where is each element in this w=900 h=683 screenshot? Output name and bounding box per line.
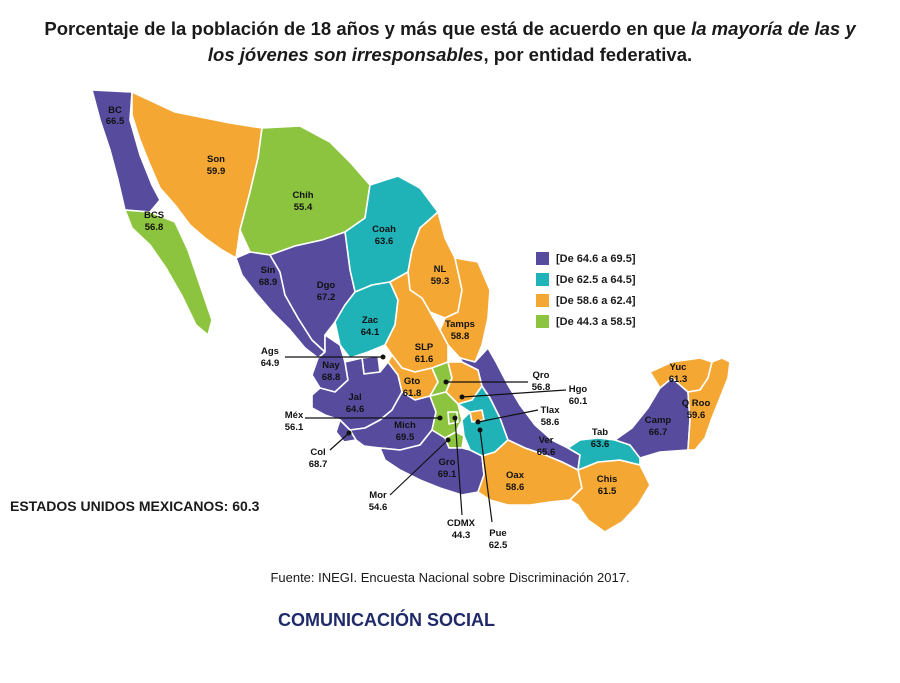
label-zac-abbr: Zac <box>362 315 378 326</box>
state-bcs <box>124 209 213 336</box>
label-mor-abbr: Mor <box>369 490 387 501</box>
legend-item: [De 44.3 a 58.5] <box>536 311 636 332</box>
map-title: Porcentaje de la población de 18 años y … <box>44 18 856 65</box>
label-mich-value: 69.5 <box>396 432 415 443</box>
label-hgo-abbr: Hgo <box>569 384 588 395</box>
label-mex-abbr: Méx <box>285 410 304 421</box>
legend-label: [De 64.6 a 69.5] <box>556 252 636 265</box>
label-camp-value: 66.7 <box>649 427 668 438</box>
label-oax-value: 58.6 <box>506 482 525 493</box>
label-tlax-value: 58.6 <box>541 417 560 428</box>
label-qro-abbr: Qro <box>533 370 550 381</box>
label-ags-value: 64.9 <box>261 358 280 369</box>
legend-item: [De 58.6 a 62.4] <box>536 290 636 311</box>
legend-label: [De 62.5 a 64.5] <box>556 273 636 286</box>
label-col-value: 68.7 <box>309 459 328 470</box>
state-tab <box>567 437 641 471</box>
label-qroo-value: 59.6 <box>687 410 706 421</box>
label-hgo-value: 60.1 <box>569 396 588 407</box>
label-slp-abbr: SLP <box>415 342 434 353</box>
label-oax-abbr: Oax <box>506 470 525 481</box>
label-gto-abbr: Gto <box>404 376 421 387</box>
label-dgo-abbr: Dgo <box>317 280 336 291</box>
label-nl-abbr: NL <box>434 264 447 275</box>
label-mor-value: 54.6 <box>369 502 388 513</box>
state-col <box>335 419 357 443</box>
label-chis-abbr: Chis <box>597 474 618 485</box>
label-ver-abbr: Ver <box>539 435 554 446</box>
label-dgo-value: 67.2 <box>317 292 336 303</box>
state-son <box>131 91 263 259</box>
legend-label: [De 44.3 a 58.5] <box>556 315 636 328</box>
label-qro-value: 56.8 <box>532 382 551 393</box>
label-ver-value: 65.6 <box>537 447 556 458</box>
label-cdmx-abbr: CDMX <box>447 518 476 529</box>
label-gto-value: 61.8 <box>403 388 422 399</box>
label-son-abbr: Son <box>207 154 225 165</box>
label-bc-abbr: BC <box>108 105 122 116</box>
label-tab-abbr: Tab <box>592 427 608 438</box>
label-son-value: 59.9 <box>207 166 226 177</box>
label-tamps-value: 58.8 <box>451 331 470 342</box>
label-chih-abbr: Chih <box>292 190 313 201</box>
label-nay-value: 68.8 <box>322 372 341 383</box>
label-nl-value: 59.3 <box>431 276 450 287</box>
source-note: Fuente: INEGI. Encuesta Nacional sobre D… <box>270 570 630 585</box>
state-labels: BC 66.5 Son 59.9 Chih 55.4 BCS 56.8 Coah… <box>106 105 711 551</box>
legend-item: [De 62.5 a 64.5] <box>536 269 636 290</box>
label-coah-abbr: Coah <box>372 224 396 235</box>
label-bc-value: 66.5 <box>106 116 125 127</box>
legend-swatch <box>536 315 549 328</box>
label-ags-abbr: Ags <box>261 346 279 357</box>
label-slp-value: 61.6 <box>415 354 434 365</box>
label-coah-value: 63.6 <box>375 236 394 247</box>
label-bcs-abbr: BCS <box>144 210 164 221</box>
label-camp-abbr: Camp <box>645 415 672 426</box>
footer-brand: COMUNICACIÓN SOCIAL <box>278 610 495 630</box>
label-bcs-value: 56.8 <box>145 222 164 233</box>
label-nay-abbr: Nay <box>322 360 340 371</box>
state-zac <box>334 281 399 359</box>
state-ags <box>361 355 381 375</box>
state-bc <box>91 89 161 213</box>
label-qroo-abbr: Q Roo <box>682 398 711 409</box>
label-chis-value: 61.5 <box>598 486 617 497</box>
label-jal-value: 64.6 <box>346 404 365 415</box>
label-sin-value: 68.9 <box>259 277 278 288</box>
legend-swatch <box>536 273 549 286</box>
label-tab-value: 63.6 <box>591 439 610 450</box>
label-gro-value: 69.1 <box>438 469 457 480</box>
label-gro-abbr: Gro <box>439 457 456 468</box>
label-chih-value: 55.4 <box>294 202 313 213</box>
label-tamps-abbr: Tamps <box>445 319 475 330</box>
label-yuc-abbr: Yuc <box>670 362 687 373</box>
label-mex-value: 56.1 <box>285 422 304 433</box>
label-zac-value: 64.1 <box>361 327 380 338</box>
legend-label: [De 58.6 a 62.4] <box>556 294 636 307</box>
label-cdmx-value: 44.3 <box>452 530 471 541</box>
legend-swatch <box>536 294 549 307</box>
leader-lines <box>285 354 567 523</box>
label-pue-value: 62.5 <box>489 540 508 551</box>
label-tlax-abbr: Tlax <box>540 405 560 416</box>
legend: [De 64.6 a 69.5] [De 62.5 a 64.5] [De 58… <box>536 248 636 332</box>
legend-swatch <box>536 252 549 265</box>
label-yuc-value: 61.3 <box>669 374 688 385</box>
label-jal-abbr: Jal <box>348 392 361 403</box>
legend-item: [De 64.6 a 69.5] <box>536 248 636 269</box>
label-pue-abbr: Pue <box>489 528 506 539</box>
national-total: ESTADOS UNIDOS MEXICANOS: 60.3 <box>10 498 260 514</box>
label-mich-abbr: Mich <box>394 420 416 431</box>
state-qroo <box>687 357 731 451</box>
label-sin-abbr: Sin <box>261 265 276 276</box>
label-col-abbr: Col <box>310 447 325 458</box>
